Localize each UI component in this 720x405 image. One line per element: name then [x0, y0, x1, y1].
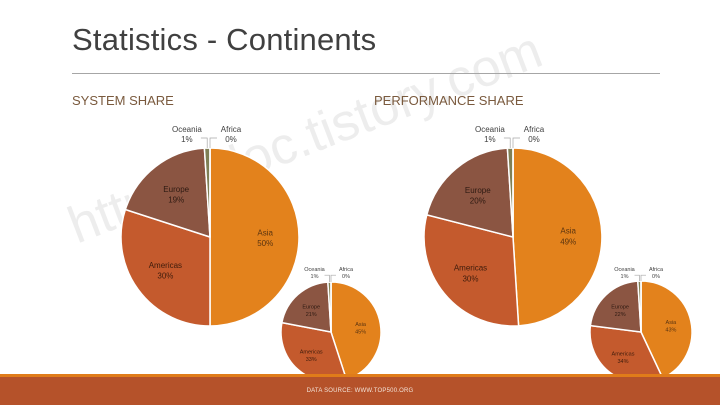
pie-slice-europe — [425, 147, 514, 238]
slice-label-oceania: Oceania — [614, 267, 635, 273]
slice-value-oceania: 1% — [311, 274, 319, 280]
slice-label-africa: Africa — [649, 267, 664, 273]
slice-label-europe: Europe — [302, 304, 320, 310]
slice-value-africa: 0% — [342, 274, 350, 280]
leader-line-oceania — [200, 137, 208, 148]
slice-label-asia: Asia — [355, 322, 367, 328]
slice-label-asia: Asia — [257, 228, 273, 237]
system-share-heading: SYSTEM SHARE — [72, 93, 174, 108]
pie-slice-asia — [330, 281, 382, 381]
performance-share-heading: PERFORMANCE SHARE — [374, 93, 524, 108]
title-divider — [72, 73, 660, 74]
page-title: Statistics - Continents — [72, 22, 377, 57]
slice-label-oceania: Oceania — [304, 267, 325, 273]
slice-value-europe: 22% — [615, 312, 626, 318]
slice-value-americas: 33% — [306, 357, 317, 363]
slice-label-europe: Europe — [611, 305, 629, 311]
slice-value-europe: 19% — [168, 196, 184, 205]
slice-value-asia: 50% — [257, 239, 273, 248]
slice-label-asia: Asia — [560, 227, 576, 236]
pie-slice-europe — [589, 280, 642, 333]
slice-value-africa: 0% — [652, 274, 660, 280]
pie-slice-americas — [423, 213, 520, 327]
pie-slice-europe — [124, 147, 211, 239]
slice-value-africa: 0% — [225, 135, 237, 144]
slice-value-oceania: 1% — [484, 135, 496, 144]
footer-accent-line — [0, 374, 720, 377]
pie-slice-americas — [120, 208, 211, 327]
leader-line-oceania — [503, 137, 511, 148]
footer-band — [0, 374, 720, 405]
slice-value-europe: 21% — [306, 312, 317, 318]
slice-label-europe: Europe — [465, 186, 491, 195]
slice-value-europe: 20% — [470, 197, 486, 206]
slice-value-americas: 30% — [157, 272, 173, 281]
leader-line-oceania — [634, 274, 640, 281]
slice-value-asia: 45% — [355, 330, 366, 336]
slice-value-asia: 43% — [665, 328, 676, 334]
slice-value-americas: 34% — [617, 359, 628, 365]
slice-label-americas: Americas — [149, 261, 182, 270]
pie-slice-asia — [512, 147, 603, 327]
slice-label-asia: Asia — [666, 320, 678, 326]
pie-slice-asia — [209, 147, 300, 327]
slice-value-americas: 30% — [462, 274, 478, 283]
slice-label-africa: Africa — [524, 125, 545, 134]
slice-label-europe: Europe — [163, 185, 189, 194]
slice-value-asia: 49% — [560, 238, 576, 247]
slice-label-americas: Americas — [612, 352, 635, 358]
leader-line-africa — [512, 137, 520, 148]
slice-label-africa: Africa — [339, 267, 354, 273]
slice-label-oceania: Oceania — [172, 125, 202, 134]
leader-line-africa — [330, 274, 336, 282]
leader-line-oceania — [324, 274, 330, 282]
slice-label-oceania: Oceania — [475, 125, 505, 134]
slice-label-africa: Africa — [221, 125, 242, 134]
slice-value-africa: 0% — [528, 135, 540, 144]
slice-label-americas: Americas — [300, 349, 323, 355]
pie-slice-asia — [640, 280, 693, 380]
footer-source: DATA SOURCE: WWW.TOP500.ORG — [306, 388, 414, 394]
leader-line-africa — [209, 137, 217, 148]
slice-value-oceania: 1% — [181, 135, 193, 144]
pie-slice-europe — [281, 281, 332, 333]
slice-label-americas: Americas — [454, 264, 487, 273]
slice-value-oceania: 1% — [621, 274, 629, 280]
leader-line-africa — [640, 274, 646, 281]
